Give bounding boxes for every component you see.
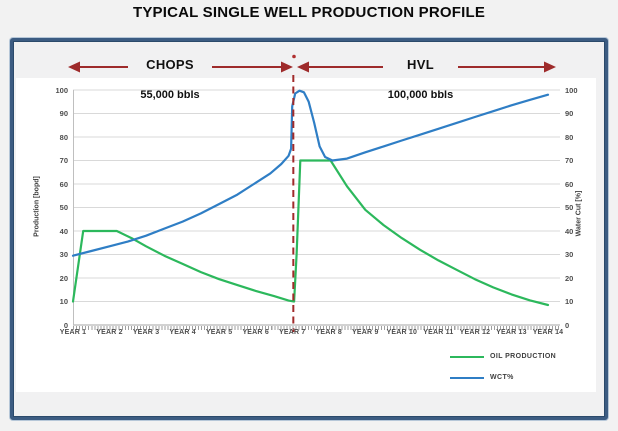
y-axis-tick-label-right: 0 xyxy=(565,320,570,330)
y-axis-tick-label-left: 60 xyxy=(59,179,68,189)
hvl-volume-label: 100,000 bbls xyxy=(387,89,454,101)
y-axis-tick-label-right: 70 xyxy=(565,156,574,165)
page-title: TYPICAL SINGLE WELL PRODUCTION PROFILE xyxy=(132,4,486,21)
production-chart xyxy=(71,75,560,332)
legend-item-wct: WCT% xyxy=(450,371,595,384)
y-axis-tick-label-right: 30 xyxy=(565,250,574,259)
x-axis-tick-label: YEAR 12 xyxy=(459,329,491,336)
x-axis-tick-label: YEAR 7 xyxy=(278,329,306,336)
chart-legend: OIL PRODUCTION WCT% xyxy=(450,350,595,392)
legend-item-oil-production: OIL PRODUCTION xyxy=(450,350,595,363)
y-axis-tick-label-right: 80 xyxy=(565,132,574,142)
x-axis-tick-label: YEAR 13 xyxy=(496,329,527,336)
y-axis-tick-label-right: 20 xyxy=(565,273,574,283)
y-axis-tick-label-right: 40 xyxy=(565,226,574,236)
oil-production-line xyxy=(71,159,550,307)
chart-plot-background xyxy=(16,78,596,392)
wct-swatch-icon xyxy=(450,376,484,379)
y-axis-tick-label-right: 50 xyxy=(565,203,574,212)
x-axis-tick-label: YEAR 2 xyxy=(96,329,123,336)
y-axis-tick-label-left: 90 xyxy=(59,109,68,118)
y-axis-tick-label-right: 90 xyxy=(565,109,574,118)
phase-label-chops: CHOPS xyxy=(146,57,194,72)
x-axis-tick-label: YEAR 1 xyxy=(59,329,87,336)
x-axis-tick-label: YEAR 8 xyxy=(315,329,343,336)
y-axis-tick-label-right: 60 xyxy=(565,179,574,189)
wct-line xyxy=(71,89,550,257)
x-axis-tick-label: YEAR 6 xyxy=(242,329,269,336)
oil-production-swatch-icon xyxy=(450,355,484,358)
x-axis-tick-label: YEAR 10 xyxy=(386,329,418,336)
y-axis-tick-label-left: 30 xyxy=(59,250,68,259)
x-axis-tick-label: YEAR 14 xyxy=(532,329,564,336)
x-axis-tick-label: YEAR 11 xyxy=(423,329,454,336)
x-axis-minor-ticks xyxy=(73,326,560,330)
y-axis-tick-label-left: 50 xyxy=(59,203,68,212)
y-axis-tick-label-left: 20 xyxy=(59,273,68,283)
y-axis-tick-label-left: 100 xyxy=(55,85,68,95)
left-axis-title: Production [bopd] xyxy=(33,176,41,237)
y-axis-tick-label-left: 10 xyxy=(59,297,68,306)
y-axis-tick-label-left: 40 xyxy=(59,226,68,236)
x-axis-tick-label: YEAR 4 xyxy=(169,329,196,336)
chops-volume-label: 55,000 bbls xyxy=(140,89,200,101)
legend-label: OIL PRODUCTION xyxy=(490,353,557,360)
x-axis-tick-label: YEAR 5 xyxy=(205,329,233,336)
y-axis-tick-label-left: 0 xyxy=(63,320,68,330)
x-axis-tick-label: YEAR 3 xyxy=(132,329,160,336)
phase-label-hvl: HVL xyxy=(407,57,434,72)
y-axis-tick-label-left: 80 xyxy=(59,132,68,142)
y-axis-tick-label-left: 70 xyxy=(59,156,68,165)
x-axis-tick-label: YEAR 9 xyxy=(352,329,379,336)
legend-label: WCT% xyxy=(490,374,514,381)
y-axis-tick-label-right: 100 xyxy=(565,85,578,95)
y-axis-tick-label-right: 10 xyxy=(565,297,574,306)
